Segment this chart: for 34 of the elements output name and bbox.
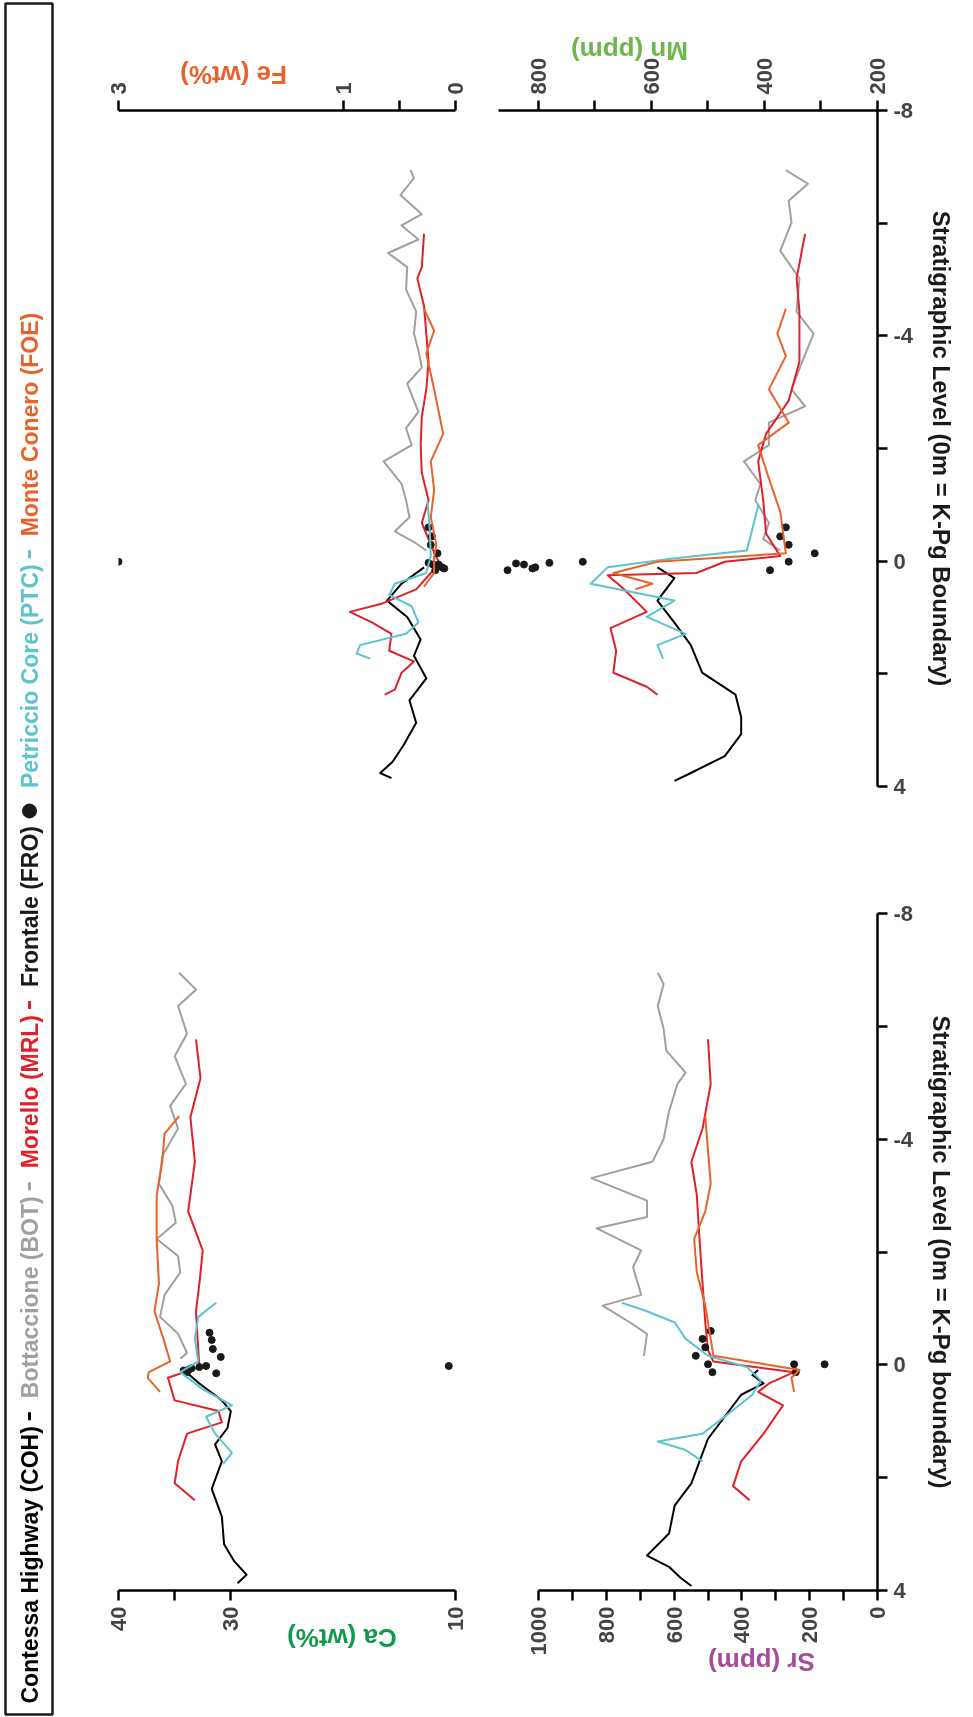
y-tick-label: 4	[893, 1578, 907, 1603]
x-tick-label: 0	[443, 82, 468, 95]
x-tick-label: 1	[330, 82, 356, 95]
x-tick-label: 200	[797, 1606, 823, 1644]
text: Monte Conero (FOE)	[16, 312, 43, 537]
legend-label: Petriccio Core (PTC)	[16, 564, 43, 788]
y-tick-label: -4	[893, 1126, 914, 1152]
x-tick-label: 800	[525, 57, 551, 95]
x-tick-label: 40	[106, 1606, 131, 1631]
legend-label: Bottaccione (BOT)	[16, 1196, 43, 1399]
y-axis-title: Stratigraphic Level (0m = K-Pg boundary)	[928, 1015, 956, 1489]
y-axis-title: Stratigraphic Level (0m = K-Pg Boundary)	[928, 210, 956, 687]
x-tick-label: 400	[751, 57, 777, 95]
x-tick-label: 10	[443, 1606, 468, 1631]
x-axis-title: Ca (wt%)	[287, 1622, 397, 1653]
y-tick-label: 4	[893, 774, 907, 799]
x-tick-label: 400	[729, 1606, 755, 1644]
x-tick-label: 600	[661, 1606, 687, 1644]
x-tick-label: 1000	[526, 1606, 551, 1656]
legend-label: Morello (MRL)	[16, 1014, 43, 1169]
y-tick-label: 0	[893, 1352, 906, 1378]
y-tick-label: -8	[893, 901, 914, 926]
y-tick-label: -8	[893, 98, 914, 123]
legend-label: Frontale (FRO)	[16, 825, 43, 987]
legend-label: Contessa Highway (COH)	[16, 1426, 43, 1704]
x-axis-title: Fe (wt%)	[180, 60, 287, 91]
x-tick-label: 200	[865, 57, 890, 95]
x-axis-title: Sr (ppm)	[707, 1647, 815, 1678]
y-tick-label: -4	[893, 323, 914, 349]
x-tick-label: 3	[106, 82, 131, 95]
x-tick-label: 0	[865, 1606, 890, 1619]
x-tick-label: 30	[218, 1606, 244, 1631]
y-tick-label: 0	[893, 548, 906, 574]
x-tick-label: 800	[593, 1606, 619, 1644]
